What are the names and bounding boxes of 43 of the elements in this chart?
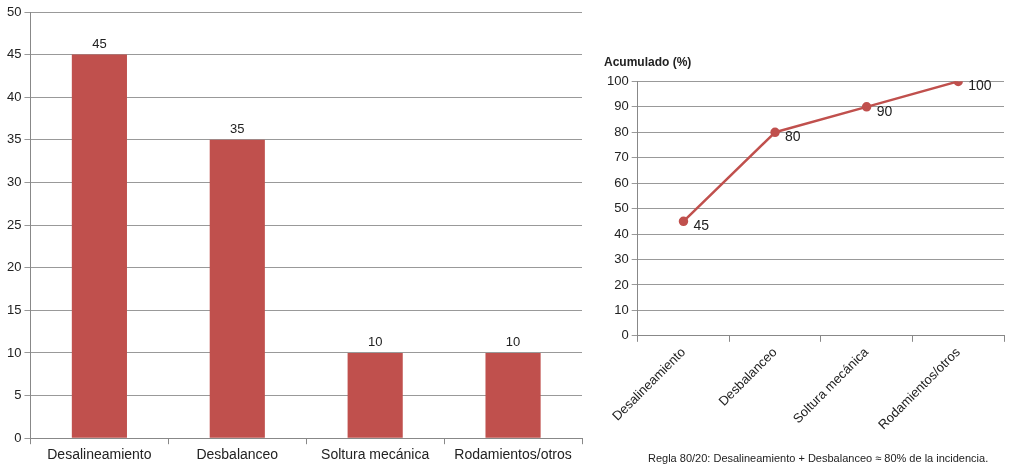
data-label: 10: [505, 334, 521, 350]
y-tick-label: 10: [614, 301, 629, 317]
bar: [209, 139, 265, 438]
y-tick-label: 40: [6, 88, 22, 104]
y-tick-label: 40: [614, 225, 629, 241]
y-tick-label: 25: [6, 216, 22, 232]
y-tick-label: 90: [614, 98, 629, 114]
x-tick-label: Desalineamiento: [47, 446, 152, 463]
chart-title: Acumulado (%): [604, 54, 692, 69]
data-label: 100: [968, 77, 992, 94]
point: [678, 216, 689, 227]
data-label: 80: [785, 128, 801, 145]
y-tick-label: 0: [621, 327, 629, 343]
y-tick-label: 0: [14, 429, 22, 445]
data-label: 90: [876, 102, 893, 119]
data-label: 45: [693, 217, 710, 234]
y-tick-label: 30: [6, 174, 22, 190]
data-label: 45: [92, 35, 107, 51]
bar: [347, 352, 403, 438]
data-label: 35: [230, 120, 245, 136]
y-tick-label: 60: [614, 174, 629, 190]
point: [770, 127, 780, 138]
y-tick-label: 80: [614, 123, 629, 139]
y-tick-label: 30: [614, 251, 629, 267]
data-label: 10: [367, 334, 383, 350]
x-tick-label: Desbalanceo: [196, 446, 279, 463]
y-tick-label: 5: [14, 387, 22, 403]
y-tick-label: 20: [614, 276, 629, 292]
x-tick-label: Soltura mecánica: [321, 446, 430, 463]
text: Regla 80/20: Desalineamiento + Desbalanceo ≈ 80% de la incidencia.: [648, 452, 989, 464]
y-tick-label: 45: [6, 46, 22, 62]
y-tick-label: 50: [6, 3, 22, 19]
point: [861, 102, 872, 112]
y-tick-label: 15: [6, 301, 22, 317]
bar: [485, 352, 541, 438]
y-tick-label: 20: [6, 259, 22, 275]
y-tick-label: 70: [614, 149, 629, 165]
x-tick-label: Rodamientos/otros: [454, 446, 572, 463]
y-tick-label: 35: [6, 131, 22, 147]
y-tick-label: 10: [6, 344, 22, 360]
bar: [71, 54, 127, 438]
y-tick-label: 50: [614, 200, 629, 216]
y-tick-label: 100: [606, 72, 629, 88]
